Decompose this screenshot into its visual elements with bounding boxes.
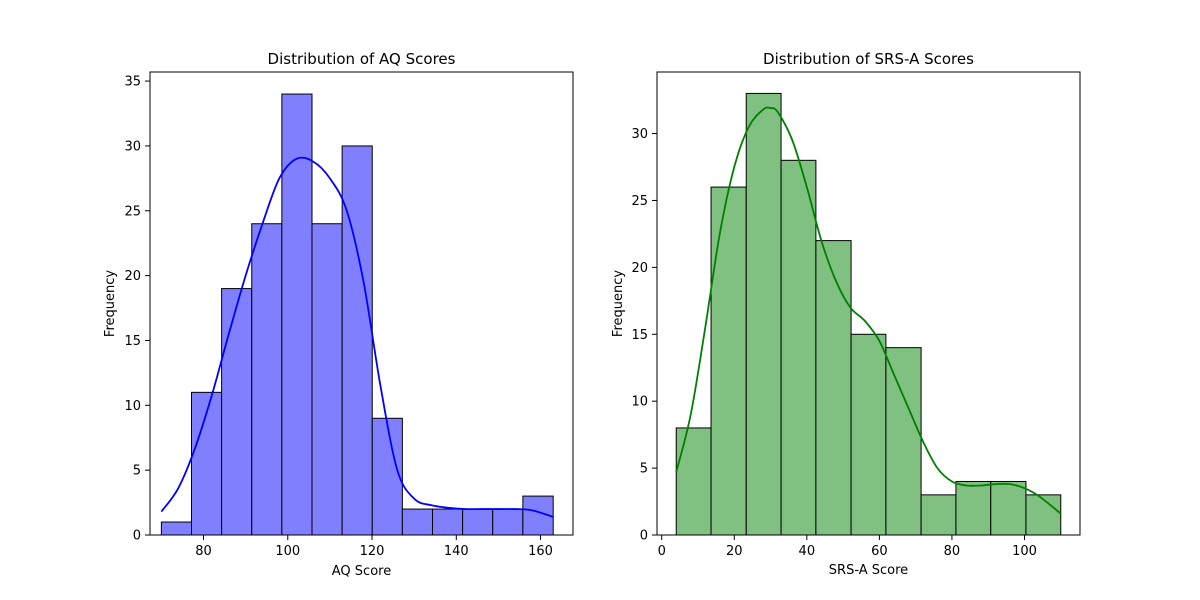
y-tick-label: 0 — [133, 529, 141, 544]
histogram-bar — [251, 223, 283, 536]
y-axis-label: Frequency — [103, 270, 118, 337]
histogram-bar — [990, 480, 1027, 536]
y-tick-label: 15 — [124, 334, 141, 349]
chart-title: Distribution of AQ Scores — [268, 50, 456, 68]
x-tick-label: 80 — [195, 544, 212, 559]
x-tick-label: 140 — [444, 544, 469, 559]
y-ticks: 0 5 10 15 20 25 30 35 — [124, 75, 150, 544]
y-tick-label: 10 — [631, 395, 648, 410]
y-tick-label: 15 — [631, 328, 648, 343]
bars-group — [160, 93, 554, 536]
y-tick-label: 5 — [133, 464, 141, 479]
y-axis-label: Frequency — [611, 270, 626, 337]
chart-title: Distribution of SRS-A Scores — [763, 50, 974, 68]
y-tick-label: 10 — [124, 399, 141, 414]
y-tick-label: 0 — [640, 529, 648, 544]
histogram-bar — [675, 427, 712, 536]
x-tick-label: 120 — [360, 544, 385, 559]
histogram-bar — [780, 159, 817, 536]
histogram-bar — [745, 92, 782, 536]
histogram-bar — [431, 508, 464, 536]
histogram-bar — [885, 347, 922, 536]
y-tick-label: 20 — [631, 261, 648, 276]
y-tick-label: 25 — [631, 194, 648, 209]
chart-aq-scores: Distribution of AQ Scores 80 100 120 140 160… — [103, 50, 574, 579]
histogram-bar — [160, 521, 192, 536]
kde-line — [160, 156, 554, 518]
chart-srsa-scores: Distribution of SRS-A Scores 0 20 40 60 80 10… — [611, 50, 1081, 578]
histogram-bar — [401, 508, 433, 536]
histogram-bar — [1025, 494, 1062, 536]
x-tick-label: 20 — [726, 544, 743, 559]
x-ticks: 0 20 40 60 80 100 — [658, 535, 1037, 559]
x-axis-label: AQ Score — [332, 564, 391, 579]
x-tick-label: 0 — [658, 544, 666, 559]
kde-group — [675, 106, 1062, 515]
histogram-bar — [221, 288, 253, 536]
histogram-bar — [850, 333, 887, 536]
x-tick-label: 160 — [528, 544, 553, 559]
x-tick-label: 100 — [1012, 544, 1037, 559]
histogram-bar — [710, 186, 747, 536]
y-tick-label: 20 — [124, 269, 141, 284]
histogram-bar — [341, 145, 373, 536]
y-tick-label: 30 — [631, 127, 648, 142]
histogram-bar — [492, 508, 524, 536]
histogram-bar — [462, 508, 494, 536]
histogram-bar — [190, 391, 223, 536]
kde-line — [675, 106, 1062, 515]
histogram-bar — [955, 480, 992, 536]
histogram-bar — [281, 93, 313, 536]
x-tick-label: 40 — [799, 544, 816, 559]
y-tick-label: 35 — [124, 75, 141, 90]
histogram-bar — [815, 240, 852, 536]
plot-frame — [149, 71, 574, 536]
kde-group — [160, 156, 554, 518]
plot-frame — [656, 71, 1081, 536]
x-axis-label: SRS-A Score — [829, 563, 908, 578]
x-tick-label: 100 — [275, 544, 300, 559]
y-ticks: 0 5 10 15 20 25 30 — [631, 127, 657, 544]
histogram-bar — [371, 417, 403, 536]
y-tick-label: 25 — [124, 204, 141, 219]
x-tick-label: 60 — [871, 544, 888, 559]
x-tick-label: 80 — [944, 544, 961, 559]
histogram-bar — [311, 223, 343, 536]
y-tick-label: 5 — [640, 462, 648, 477]
bars-group — [675, 92, 1062, 536]
histogram-bar — [920, 494, 957, 536]
y-tick-label: 30 — [124, 139, 141, 154]
x-ticks: 80 100 120 140 160 — [195, 535, 553, 559]
